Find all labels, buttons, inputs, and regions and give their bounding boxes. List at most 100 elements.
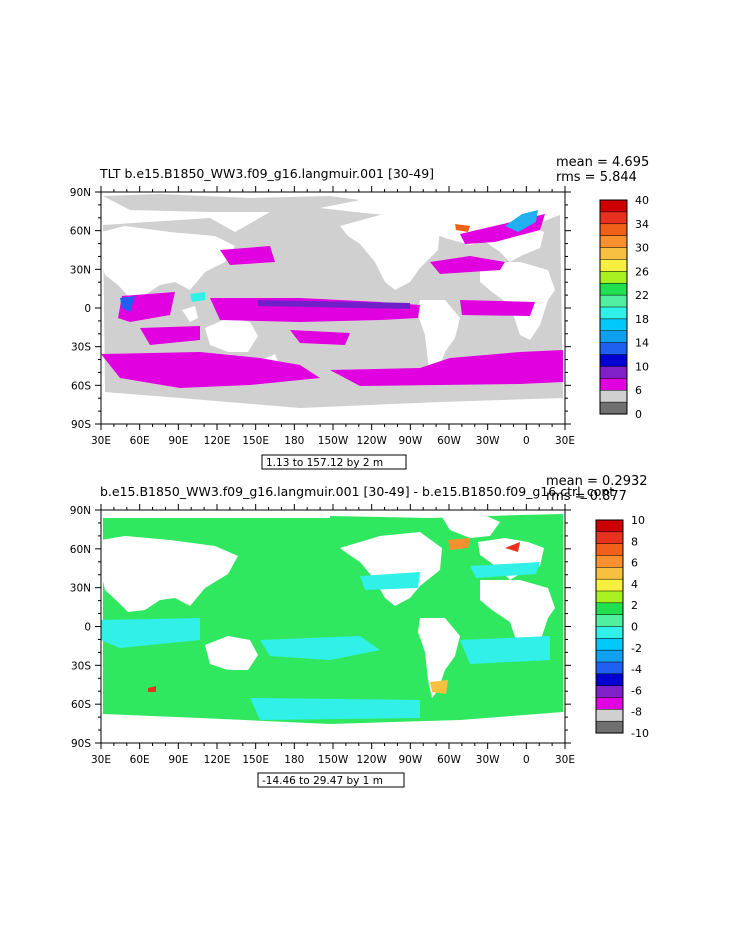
colorbar-swatch xyxy=(599,318,628,332)
colorbar-label: 18 xyxy=(635,313,649,326)
colorbar-swatch xyxy=(595,709,624,722)
colorbar-swatch xyxy=(599,354,628,367)
colorbar-swatch xyxy=(595,720,624,734)
colorbar-swatch xyxy=(599,259,628,272)
panel-1-band-indian-south xyxy=(140,326,200,345)
panel-2-hot-north-sea xyxy=(505,542,520,552)
panel-1-axes: 30E 60E 90E 120E 150E 180 150W 120W 90W 60W 30W 0 30… xyxy=(70,186,575,447)
panel-2-axes: 30E 60E 90E 120E 150E 180 150W 120W 90W 60W 30W 0 30… xyxy=(70,504,575,766)
colorbar-swatch xyxy=(595,567,624,580)
lat-tick-label: 60N xyxy=(70,544,91,556)
lon-tick-label: 30E xyxy=(555,754,575,766)
panel-1-band-pacific-south xyxy=(290,330,350,345)
colorbar-swatch xyxy=(599,211,628,225)
colorbar-swatch xyxy=(599,235,628,249)
lat-tick-label: 90N xyxy=(70,187,91,199)
panel-2: b.e15.B1850_WW3.f09_g16.langmuir.001 [30… xyxy=(70,474,649,788)
lat-tick-label: 30N xyxy=(70,264,91,276)
panel-1-map xyxy=(101,192,565,424)
colorbar-swatch xyxy=(595,638,624,651)
lon-tick-label: 120E xyxy=(204,754,231,766)
panel-2-mean: mean = 0.2932 xyxy=(546,474,648,489)
colorbar-label: 30 xyxy=(635,242,649,255)
lon-tick-label: 30E xyxy=(91,435,111,447)
colorbar-swatch xyxy=(599,378,628,391)
panel-1-hot-north-atlantic xyxy=(505,210,538,232)
lon-tick-label: 150E xyxy=(242,435,269,447)
panel-1-colorbar: 40 34 30 26 22 18 14 10 6 0 xyxy=(599,194,649,421)
panel-2-patch-south-atlantic xyxy=(460,636,550,664)
colorbar-label: 26 xyxy=(635,265,649,278)
colorbar-swatch xyxy=(595,697,624,710)
colorbar-swatch xyxy=(595,673,624,687)
colorbar-swatch xyxy=(595,519,624,533)
colorbar-swatch xyxy=(595,531,624,545)
lon-tick-label: 120W xyxy=(356,754,387,766)
colorbar-swatch xyxy=(599,271,628,284)
colorbar-swatch xyxy=(599,330,628,344)
colorbar-label: 22 xyxy=(635,289,649,302)
panel-1-contour-info: 1.13 to 157.12 by 2 m xyxy=(266,457,383,469)
lon-tick-label: 90W xyxy=(398,435,422,447)
panel-2-rms: rms = 0.877 xyxy=(546,489,627,504)
panel-1-band-equator-core xyxy=(258,300,410,309)
colorbar-label: 10 xyxy=(635,360,649,373)
colorbar-label: -4 xyxy=(631,663,642,676)
colorbar-swatch xyxy=(595,661,624,675)
panel-1-greenland xyxy=(440,195,500,220)
lon-tick-label: 30W xyxy=(476,754,500,766)
lon-tick-label: 60W xyxy=(437,754,461,766)
panel-2-patch-indian xyxy=(101,618,200,648)
colorbar-swatch xyxy=(595,626,624,639)
panel-2-contour-info: -14.46 to 29.47 by 1 m xyxy=(262,775,383,787)
colorbar-swatch xyxy=(595,614,624,628)
panel-2-hot-south-indian xyxy=(148,686,156,692)
lat-tick-label: 90S xyxy=(71,419,91,431)
lat-tick-label: 0 xyxy=(84,622,91,634)
colorbar-swatch xyxy=(599,306,628,320)
lon-tick-label: 180 xyxy=(284,435,304,447)
panel-1-band-gulfstream xyxy=(430,256,505,274)
panel-1-hot-indonesia xyxy=(190,292,205,302)
panel-2-map xyxy=(101,510,565,743)
lon-tick-label: 120E xyxy=(204,435,231,447)
colorbar-label: -2 xyxy=(631,642,642,655)
panel-1: TLT b.e15.B1850_WW3.f09_g16.langmuir.001… xyxy=(70,155,649,470)
panel-2-patch-north-atlantic xyxy=(470,562,540,578)
colorbar-frame xyxy=(599,199,628,415)
panel-1-north-america xyxy=(340,212,440,290)
lon-tick-label: 90E xyxy=(168,435,188,447)
colorbar-frame xyxy=(595,519,624,734)
lon-tick-label: 150W xyxy=(318,754,349,766)
colorbar-swatch xyxy=(599,342,628,356)
colorbar-label: 40 xyxy=(635,194,649,207)
panel-2-patch-pacific xyxy=(260,636,380,660)
panel-1-title: TLT b.e15.B1850_WW3.f09_g16.langmuir.001… xyxy=(99,166,434,181)
lat-tick-label: 30N xyxy=(70,583,91,595)
colorbar-swatch xyxy=(595,555,624,568)
lat-tick-label: 90S xyxy=(71,738,91,750)
panel-1-arctic xyxy=(103,194,360,212)
lat-tick-label: 30S xyxy=(71,660,91,672)
colorbar-swatch xyxy=(595,685,624,699)
panel-1-hot-labrador xyxy=(455,224,470,232)
colorbar-label: -6 xyxy=(631,684,642,697)
colorbar-label: 0 xyxy=(635,408,642,421)
lon-tick-label: 150E xyxy=(242,754,269,766)
colorbar-swatch xyxy=(595,602,624,616)
colorbar-swatch xyxy=(599,366,628,379)
panel-1-band-kuroshio xyxy=(220,246,275,265)
lat-tick-label: 60S xyxy=(71,699,91,711)
colorbar-swatch xyxy=(595,590,624,604)
colorbar-label: 34 xyxy=(635,218,649,231)
lon-tick-label: 90E xyxy=(168,754,188,766)
colorbar-label: 14 xyxy=(635,337,649,350)
panel-2-info-box xyxy=(257,772,405,788)
panel-1-band-atlantic-eq xyxy=(460,300,535,316)
lat-tick-label: 60S xyxy=(71,380,91,392)
panel-2-eurasia xyxy=(101,536,238,612)
colorbar-label: 6 xyxy=(635,384,642,397)
colorbar-swatch xyxy=(599,294,628,308)
lon-tick-label: 60E xyxy=(130,754,150,766)
